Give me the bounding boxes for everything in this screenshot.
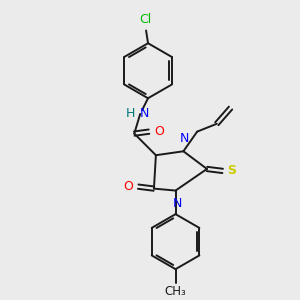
Text: CH₃: CH₃ bbox=[165, 285, 186, 298]
Text: Cl: Cl bbox=[139, 13, 151, 26]
Text: O: O bbox=[154, 125, 164, 138]
Text: N: N bbox=[180, 132, 189, 146]
Text: S: S bbox=[228, 164, 237, 177]
Text: O: O bbox=[123, 180, 133, 193]
Text: H: H bbox=[126, 107, 135, 121]
Text: N: N bbox=[140, 107, 150, 121]
Text: N: N bbox=[173, 197, 182, 210]
